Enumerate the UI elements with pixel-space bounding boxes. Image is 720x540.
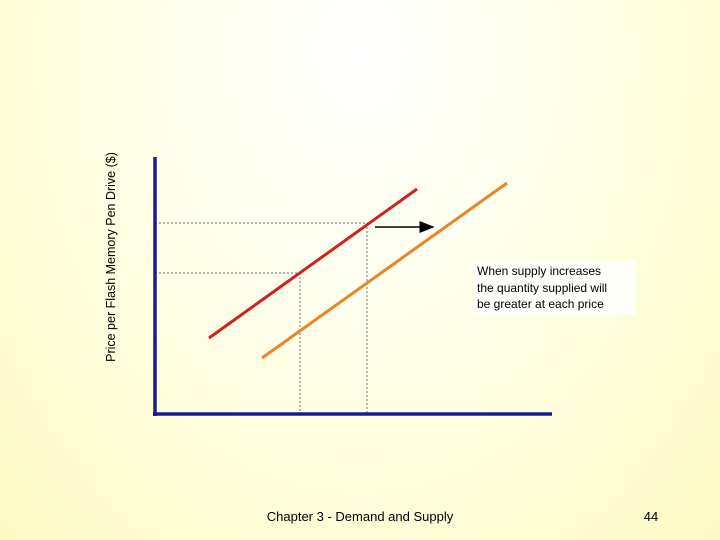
footer: Chapter 3 - Demand and Supply <box>267 509 454 524</box>
annotation-box <box>473 261 636 315</box>
annotation-line: the quantity supplied will <box>477 281 607 295</box>
y-axis-label: Price per Flash Memory Pen Drive ($) <box>104 152 118 362</box>
annotation-line: When supply increases <box>477 264 601 278</box>
axes <box>153 157 552 416</box>
annotation-line: be greater at each price <box>477 297 604 311</box>
page-number: 44 <box>644 509 658 524</box>
guide-lines <box>155 222 368 413</box>
supply-curve-shifted <box>261 181 508 360</box>
supply-curve-original <box>208 187 418 340</box>
